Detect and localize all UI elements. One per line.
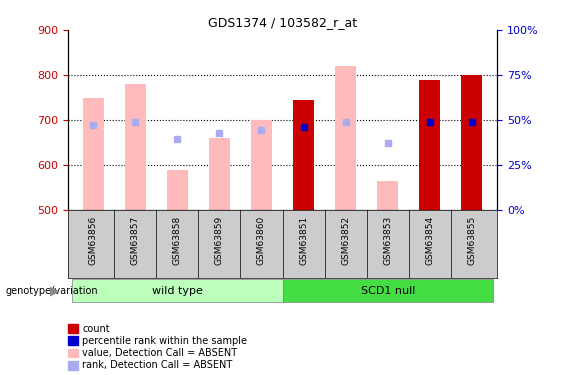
Bar bbox=[282, 279, 493, 302]
Bar bbox=[251, 120, 272, 210]
Bar bbox=[167, 170, 188, 210]
Bar bbox=[335, 66, 356, 210]
Text: GSM63854: GSM63854 bbox=[425, 215, 434, 264]
Bar bbox=[209, 138, 230, 210]
Bar bbox=[125, 84, 146, 210]
Text: GSM63852: GSM63852 bbox=[341, 215, 350, 264]
Text: genotype/variation: genotype/variation bbox=[6, 286, 98, 296]
Text: GSM63859: GSM63859 bbox=[215, 215, 224, 265]
Text: GSM63851: GSM63851 bbox=[299, 215, 308, 265]
Text: ▶: ▶ bbox=[50, 284, 59, 297]
Bar bbox=[68, 324, 78, 333]
Text: GSM63857: GSM63857 bbox=[131, 215, 140, 265]
Bar bbox=[68, 349, 78, 357]
Text: wild type: wild type bbox=[152, 286, 203, 296]
Text: GSM63856: GSM63856 bbox=[89, 215, 98, 265]
Text: GSM63853: GSM63853 bbox=[383, 215, 392, 265]
Bar bbox=[293, 100, 314, 210]
Bar bbox=[462, 75, 483, 210]
Text: SCD1 null: SCD1 null bbox=[360, 286, 415, 296]
Text: GSM63858: GSM63858 bbox=[173, 215, 182, 265]
Text: percentile rank within the sample: percentile rank within the sample bbox=[82, 336, 247, 346]
Bar bbox=[68, 336, 78, 345]
Text: value, Detection Call = ABSENT: value, Detection Call = ABSENT bbox=[82, 348, 237, 358]
Bar bbox=[82, 98, 103, 210]
Text: GSM63855: GSM63855 bbox=[467, 215, 476, 265]
Text: GSM63860: GSM63860 bbox=[257, 215, 266, 265]
Bar bbox=[377, 181, 398, 210]
Bar bbox=[419, 80, 440, 210]
Bar bbox=[68, 361, 78, 369]
Text: count: count bbox=[82, 324, 110, 334]
Title: GDS1374 / 103582_r_at: GDS1374 / 103582_r_at bbox=[208, 16, 357, 29]
Bar bbox=[72, 279, 282, 302]
Text: rank, Detection Call = ABSENT: rank, Detection Call = ABSENT bbox=[82, 360, 233, 370]
